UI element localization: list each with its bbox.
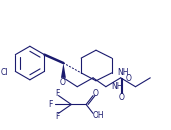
Text: O: O bbox=[60, 78, 65, 87]
Text: F: F bbox=[48, 100, 53, 109]
Polygon shape bbox=[61, 63, 66, 78]
Text: F: F bbox=[55, 89, 60, 98]
Text: Cl: Cl bbox=[1, 68, 8, 77]
Text: F: F bbox=[55, 112, 60, 121]
Text: O: O bbox=[93, 89, 99, 98]
Text: O: O bbox=[119, 93, 124, 102]
Text: O: O bbox=[126, 74, 132, 83]
Text: NH: NH bbox=[111, 82, 122, 91]
Text: OH: OH bbox=[92, 111, 104, 120]
Text: NH: NH bbox=[118, 68, 129, 77]
